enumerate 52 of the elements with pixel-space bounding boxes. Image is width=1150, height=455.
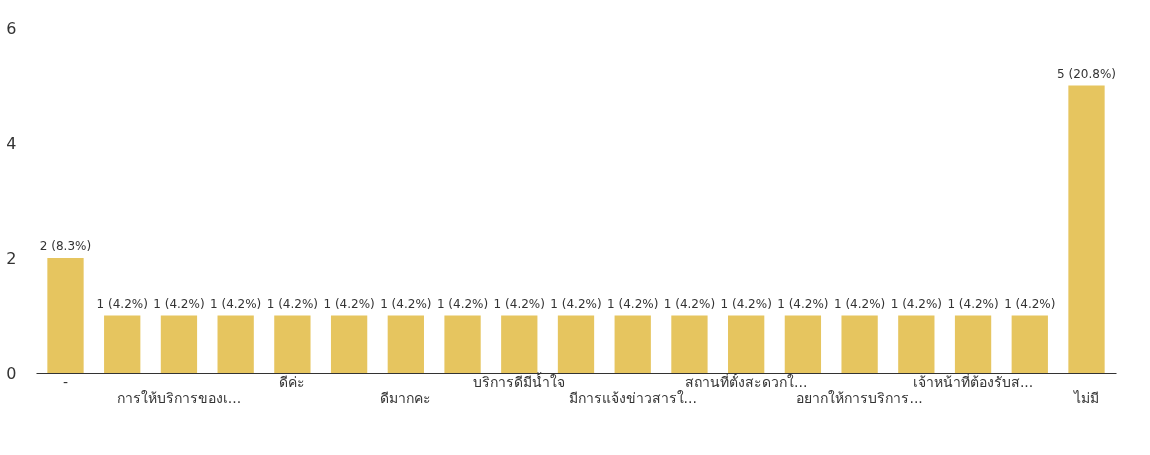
bar (898, 315, 935, 373)
data-label: 1 (4.2%) (493, 296, 545, 311)
bar (501, 315, 538, 373)
data-label: 1 (4.2%) (947, 296, 999, 311)
bar (1011, 315, 1048, 373)
bar (47, 258, 84, 373)
x-tick-label: มีการแจ้งข่าวสารใ... (568, 389, 697, 406)
y-tick-label: 2 (6, 248, 17, 268)
data-label: 1 (4.2%) (890, 296, 942, 311)
data-label: 1 (4.2%) (210, 296, 262, 311)
bar (841, 315, 878, 373)
x-tick-label: ดีค่ะ (279, 373, 306, 390)
data-label: 1 (4.2%) (777, 296, 829, 311)
x-tick-label: เจ้าหน้าที่ต้องรับส... (912, 372, 1034, 390)
data-label: 1 (4.2%) (607, 296, 659, 311)
data-label: 1 (4.2%) (720, 296, 772, 311)
bar (104, 315, 141, 373)
bar (160, 315, 198, 373)
x-tick-label: ไม่มี (1073, 389, 1099, 406)
data-label: 2 (8.3%) (39, 239, 92, 253)
y-tick-label: 0 (6, 363, 17, 383)
bar (1068, 85, 1105, 373)
bar (330, 315, 368, 373)
bar (954, 315, 992, 373)
bar (387, 315, 424, 373)
data-label: 1 (4.2%) (436, 296, 489, 311)
y-tick-label: 6 (6, 18, 17, 38)
y-tick-label: 4 (6, 133, 17, 153)
data-label: 1 (4.2%) (96, 296, 148, 311)
data-label: 1 (4.2%) (550, 296, 602, 311)
data-label: 1 (4.2%) (1004, 296, 1056, 311)
x-tick-label: อยากให้การบริการ... (796, 389, 923, 406)
x-tick-label: การให้บริการของเ... (116, 389, 242, 406)
data-label: 1 (4.2%) (380, 296, 432, 311)
data-label: 1 (4.2%) (663, 296, 716, 311)
bar (728, 315, 765, 373)
data-label: 1 (4.2%) (833, 296, 886, 311)
bar (444, 315, 481, 373)
bar (557, 315, 595, 373)
bar (784, 315, 822, 373)
bar (217, 315, 254, 373)
x-tick-label: - (62, 373, 69, 390)
x-tick-label: สถานที่ตั้งสะดวกใ... (684, 371, 808, 390)
bar (671, 315, 708, 373)
data-label: 1 (4.2%) (153, 296, 205, 311)
data-label: 1 (4.2%) (323, 296, 375, 311)
bar (614, 315, 651, 373)
x-tick-label: ดีมากคะ (380, 389, 432, 406)
data-label: 5 (20.8%) (1057, 66, 1116, 81)
x-tick-label: บริการดีมีน้ำใจ (473, 371, 566, 390)
bar (274, 315, 311, 373)
data-label: 1 (4.2%) (266, 296, 319, 311)
